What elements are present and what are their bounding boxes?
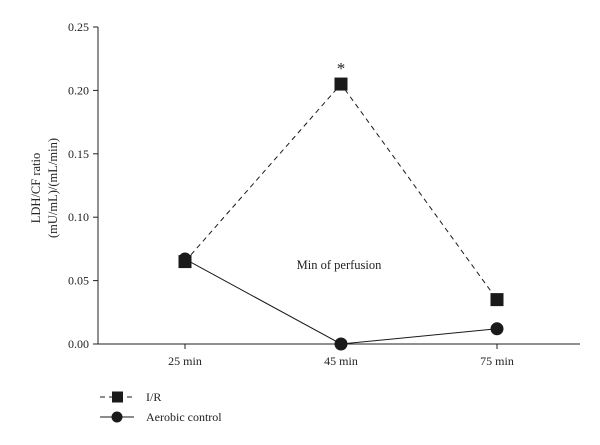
x-tick-label: 45 min — [324, 354, 358, 368]
data-point-square — [490, 293, 504, 307]
legend-circle-marker — [111, 411, 123, 423]
y-tick-label: 0.05 — [68, 274, 89, 288]
y-tick-label: 0.15 — [68, 147, 89, 161]
series-layer: * — [178, 59, 504, 351]
y-tick-label: 0.00 — [68, 337, 89, 351]
y-tick-label: 0.10 — [68, 210, 89, 224]
x-tick-label: 25 min — [168, 354, 202, 368]
y-tick-label: 0.25 — [68, 20, 89, 34]
legend-item: Aerobic control — [100, 410, 222, 424]
data-point-circle — [490, 322, 504, 336]
y-axis-label-line-1: LDH/CF ratio — [29, 153, 43, 223]
legend-label: Aerobic control — [146, 410, 222, 424]
data-point-circle — [334, 337, 348, 351]
axes: 0.00 0.05 0.10 0.15 0.20 0.25 25 min 45 min 75 m… — [68, 20, 580, 368]
x-tick-label: 75 min — [480, 354, 514, 368]
legend: I/R Aerobic control — [100, 390, 222, 424]
y-axis-label-line-2: (mU/mL)/(mL/min) — [46, 138, 60, 238]
legend-square-marker — [112, 391, 123, 403]
legend-item: I/R — [100, 390, 161, 404]
y-axis-label: LDH/CF ratio (mU/mL)/(mL/min) — [29, 138, 60, 238]
data-point-square — [334, 77, 348, 91]
data-point-circle — [178, 252, 192, 266]
y-tick-label: 0.20 — [68, 83, 89, 97]
chart-annotation: Min of perfusion — [297, 258, 382, 272]
legend-label: I/R — [146, 390, 161, 404]
significance-star: * — [337, 59, 346, 78]
